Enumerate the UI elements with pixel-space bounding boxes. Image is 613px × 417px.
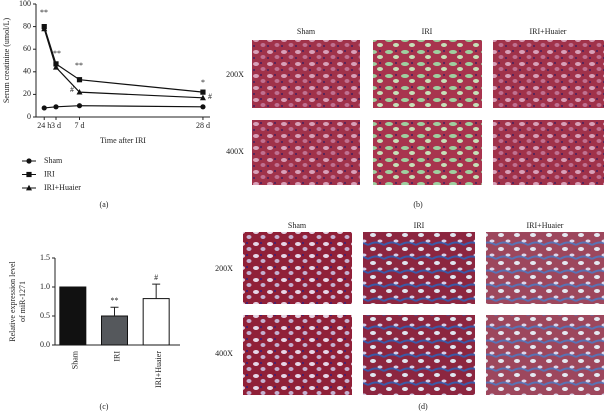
bar [101,315,128,346]
panel-label: (b) [413,200,423,209]
row-label: 400X [215,349,233,358]
axis [35,4,210,118]
column-label: Sham [288,221,307,230]
marker [53,104,59,110]
y-axis-label: Relative expression level [8,261,17,342]
y-tick-label: 0.0 [40,340,50,349]
annotation: ** [111,296,119,305]
micrograph [486,232,604,304]
marker [200,104,206,110]
marker [52,64,59,70]
micrograph [363,232,475,304]
legend-label: Sham [44,156,63,165]
marker [41,25,48,32]
x-tick-label: IRI+Huaier [154,351,163,388]
y-tick-label: 0 [27,112,31,121]
row-label: 200X [215,264,233,273]
y-tick-label: 80 [23,21,31,30]
micrograph [252,120,360,185]
micrograph [373,40,482,108]
bar [59,286,87,346]
histology-b: Sham IRI IRI+Huaier 200X 400X [226,27,604,185]
annotation: * [201,78,205,87]
x-tick-label: IRI [112,351,121,362]
annotation: ** [53,49,61,58]
series-line [43,28,203,99]
micrograph [493,120,604,185]
x-tick-label: 24 h [37,121,51,130]
panel-label: (a) [100,200,109,209]
annotation: ** [75,61,83,70]
y-tick-label: 1.0 [40,282,50,291]
y-tick-label: 100 [19,0,31,8]
bar [142,298,170,346]
series-line [43,26,204,93]
x-tick-label: Sham [71,350,80,369]
y-tick-label: 20 [23,89,31,98]
x-axis-label: Time after IRI [100,136,146,145]
marker [76,88,83,95]
row-label: 200X [226,70,244,79]
panel-label: (d) [418,402,428,411]
micrograph [486,315,604,395]
x-tick-label: 3 d [51,121,61,130]
legend-marker [26,171,32,178]
marker [41,105,47,111]
micrograph [252,40,360,108]
micrograph [363,315,475,395]
micrograph [373,120,482,185]
micrograph [493,40,604,108]
row-label: 400X [226,147,244,156]
column-label: IRI [422,27,433,36]
y-tick-label: 40 [23,67,31,76]
series-line [44,105,203,109]
error-bar [110,306,119,316]
legend-label: IRI+Huaier [44,183,81,192]
marker [199,94,206,101]
micrograph [243,315,352,395]
y-axis-label: of miR-1271 [18,281,27,322]
column-label: IRI+Huaier [527,221,564,230]
marker [200,89,206,95]
error-bar [152,283,161,299]
y-tick-label: 60 [23,44,31,53]
micrograph [243,232,352,304]
column-label: IRI [414,221,425,230]
y-axis-label: Serum creatinine (umol/L) [2,18,11,104]
annotation: # [208,92,212,101]
panel-label: (c) [100,402,109,411]
histology-d: Sham IRI IRI+Huaier 200X 400X [215,221,604,395]
annotation: # [154,273,158,282]
annotation: ** [40,8,48,17]
marker [53,61,59,67]
marker [76,77,83,83]
y-tick-label: 1.5 [40,253,50,262]
x-tick-label: 7 d [75,121,85,130]
annotation: # [70,85,74,94]
column-label: IRI+Huaier [530,27,567,36]
legend-label: IRI [44,169,55,178]
y-tick-label: 0.5 [40,311,50,320]
legend-marker [26,158,32,164]
marker [76,103,83,109]
column-label: Sham [297,27,316,36]
x-tick-label: 28 d [196,121,210,130]
legend-marker [26,184,32,191]
